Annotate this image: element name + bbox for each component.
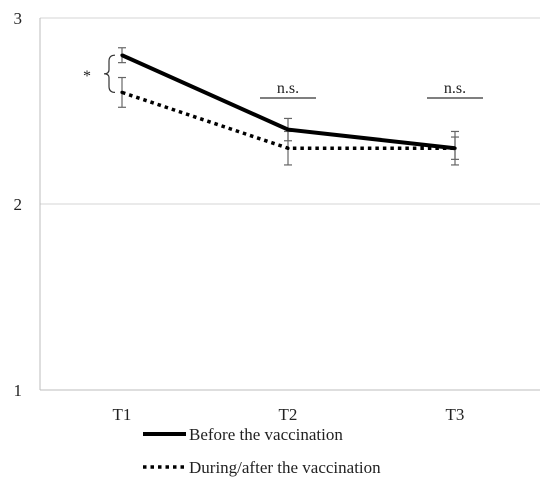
significance-label: *	[83, 68, 91, 85]
significance-annotations: * n.s. n.s.	[83, 54, 483, 99]
legend-label-1: Before the vaccination	[189, 425, 343, 444]
series-lines	[121, 53, 456, 151]
significance-bracket	[103, 54, 116, 93]
x-tick-label: T3	[446, 405, 465, 424]
x-tick-label: T1	[113, 405, 132, 424]
axis-ticks: 1 2 3 T1 T2 T3	[14, 9, 465, 424]
significance-label: n.s.	[277, 80, 299, 97]
legend-label-2: During/after the vaccination	[189, 458, 381, 477]
legend: Before the vaccination During/after the v…	[143, 425, 381, 477]
y-tick-label: 2	[14, 195, 23, 214]
series-line-2	[121, 90, 455, 150]
series-line-1	[121, 53, 456, 151]
y-tick-label: 1	[14, 381, 23, 400]
y-tick-label: 3	[14, 9, 23, 28]
significance-label: n.s.	[444, 80, 466, 97]
x-tick-label: T2	[279, 405, 298, 424]
grid-lines	[40, 17, 540, 391]
